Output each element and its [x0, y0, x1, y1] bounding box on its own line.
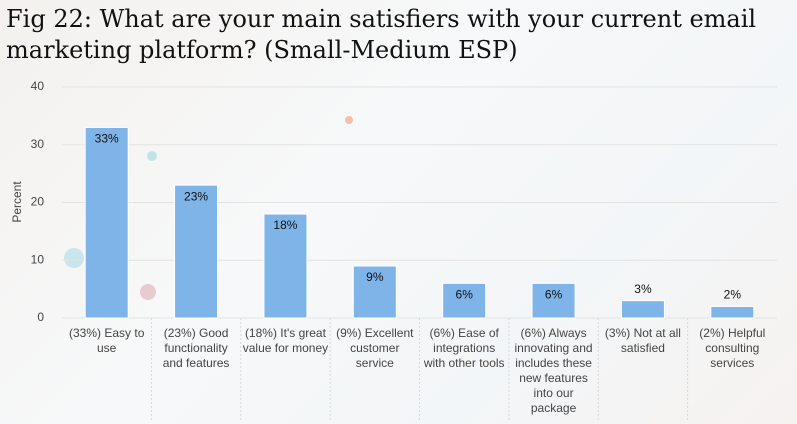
x-tick-label: (6%) Always innovating and includes thes… [514, 326, 593, 415]
x-tick-label: (18%) It's great value for money [242, 326, 329, 355]
bar [352, 265, 397, 319]
data-label: 9% [366, 270, 384, 284]
bar [442, 282, 487, 319]
x-tick-label: (2%) Helpful consulting services [699, 326, 766, 370]
decoration [147, 151, 157, 161]
chart-title: Fig 22: What are your main satisfiers wi… [6, 5, 757, 64]
data-label: 6% [456, 288, 474, 302]
bar [531, 282, 576, 319]
decoration [64, 248, 84, 268]
x-tick-label: (3%) Not at all satisfied [604, 326, 681, 355]
decoration [345, 116, 353, 124]
y-tick-label: 30 [31, 137, 45, 151]
bar [84, 126, 129, 319]
y-tick-label: 40 [31, 79, 45, 93]
data-label: 6% [545, 288, 563, 302]
bar [620, 300, 665, 319]
y-tick-label: 10 [31, 252, 45, 266]
decoration [140, 284, 156, 300]
x-tick-label: (6%) Ease of integrations with other too… [423, 326, 505, 370]
y-tick-label: 0 [37, 310, 44, 324]
x-tick-label: (33%) Easy to use [69, 326, 145, 355]
y-axis-label: Percent [10, 181, 24, 223]
data-label: 3% [634, 282, 652, 296]
data-label: 18% [273, 218, 297, 232]
data-label: 33% [95, 132, 119, 146]
y-tick-label: 20 [31, 195, 45, 209]
bar [263, 213, 308, 319]
bar [174, 184, 219, 319]
x-tick-label: (23%) Good functionality and features [162, 326, 230, 370]
x-tick-label: (9%) Excellent customer service [336, 326, 414, 370]
data-label: 2% [724, 288, 742, 302]
bar [710, 305, 755, 319]
data-label: 23% [184, 189, 208, 203]
